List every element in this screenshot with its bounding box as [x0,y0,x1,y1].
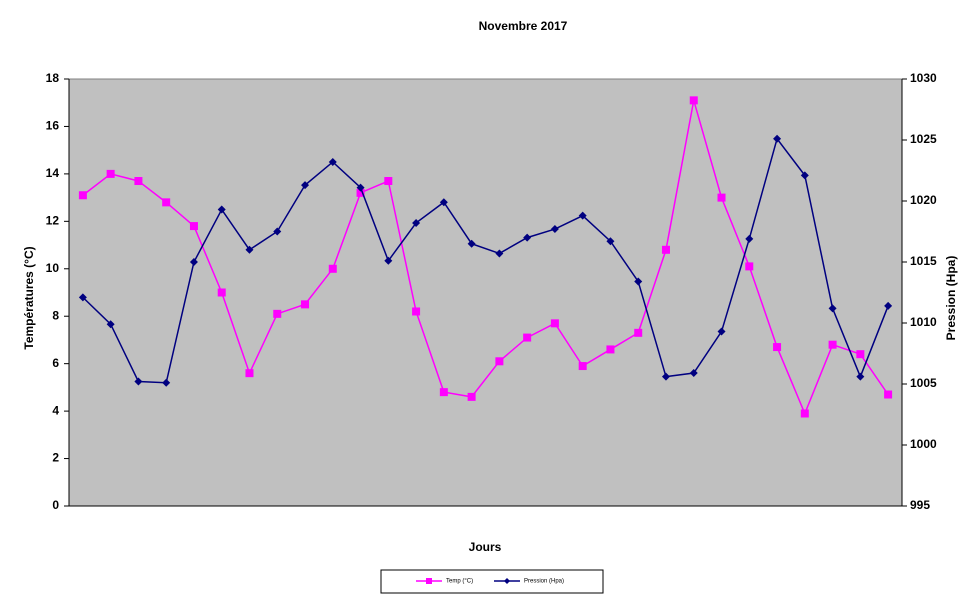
point [773,343,782,352]
point [745,262,754,271]
point [467,392,476,401]
point [884,301,893,310]
legend-marker [504,578,510,584]
point [495,249,504,258]
series-line [82,137,889,384]
point [856,372,865,381]
y2-tick-label: 1015 [910,254,937,268]
y-tick-label: 2 [52,451,59,465]
y-tick-label: 0 [52,498,59,512]
plot-area [68,78,903,507]
point [550,225,559,234]
legend-box [380,569,604,594]
legend-label: Temp (°C) [446,579,473,585]
point [717,327,726,336]
point [412,307,421,316]
y2-tick-label: 995 [910,498,930,512]
y-tick-label: 16 [46,119,60,133]
point [828,304,837,313]
point [78,293,87,302]
point [717,193,726,202]
point [745,234,754,243]
x-axis-title: Jours [469,540,502,554]
y2-tick-label: 1025 [910,132,937,146]
point [301,300,310,309]
point [273,309,282,318]
y-tick-label: 4 [52,403,59,417]
y2-tick-label: 1010 [910,315,937,329]
y-tick-label: 10 [46,261,60,275]
point [800,409,809,418]
y2-tick-label: 1005 [910,376,937,390]
point [412,218,421,227]
point [189,222,198,231]
point [273,227,282,236]
point [356,188,365,197]
y2-tick-label: 1000 [910,437,937,451]
point [134,177,143,186]
point [328,264,337,273]
y-tick-label: 12 [46,214,60,228]
y-axis-title: Températures (°C) [22,246,36,349]
y2-tick-label: 1030 [910,71,937,85]
chart-title: Novembre 2017 [479,19,568,33]
legend-label: Pression (Hpa) [524,579,564,585]
point [134,377,143,386]
point [884,390,893,399]
point [439,388,448,397]
y2-tick-label: 1020 [910,193,937,207]
point [301,181,310,190]
point [828,340,837,349]
point [634,277,643,286]
point [439,198,448,207]
point [328,157,337,166]
point [467,239,476,248]
point [384,177,393,186]
point [773,134,782,143]
series-line [82,100,889,416]
y-tick-label: 8 [52,308,59,322]
point [689,96,698,105]
point [523,233,532,242]
point [661,245,670,254]
point [606,345,615,354]
point [856,350,865,359]
point [106,169,115,178]
y-tick-label: 18 [46,71,60,85]
point [245,245,254,254]
legend-marker [426,578,432,584]
y-tick-label: 14 [46,166,60,180]
point [356,183,365,192]
point [578,211,587,220]
point [217,288,226,297]
point [495,357,504,366]
point [189,258,198,266]
y-tick-label: 6 [52,356,59,370]
point [661,372,670,381]
point [523,333,532,342]
point [245,369,254,378]
point [78,191,87,200]
y2-axis-title: Pression (Hpa) [944,256,958,341]
point [634,328,643,337]
point [106,320,115,329]
point [689,369,698,378]
point [217,205,226,214]
point [606,237,615,246]
point [550,319,559,328]
point [162,378,171,387]
point [578,362,587,371]
point [162,198,171,207]
point [800,171,809,180]
point [384,256,393,265]
